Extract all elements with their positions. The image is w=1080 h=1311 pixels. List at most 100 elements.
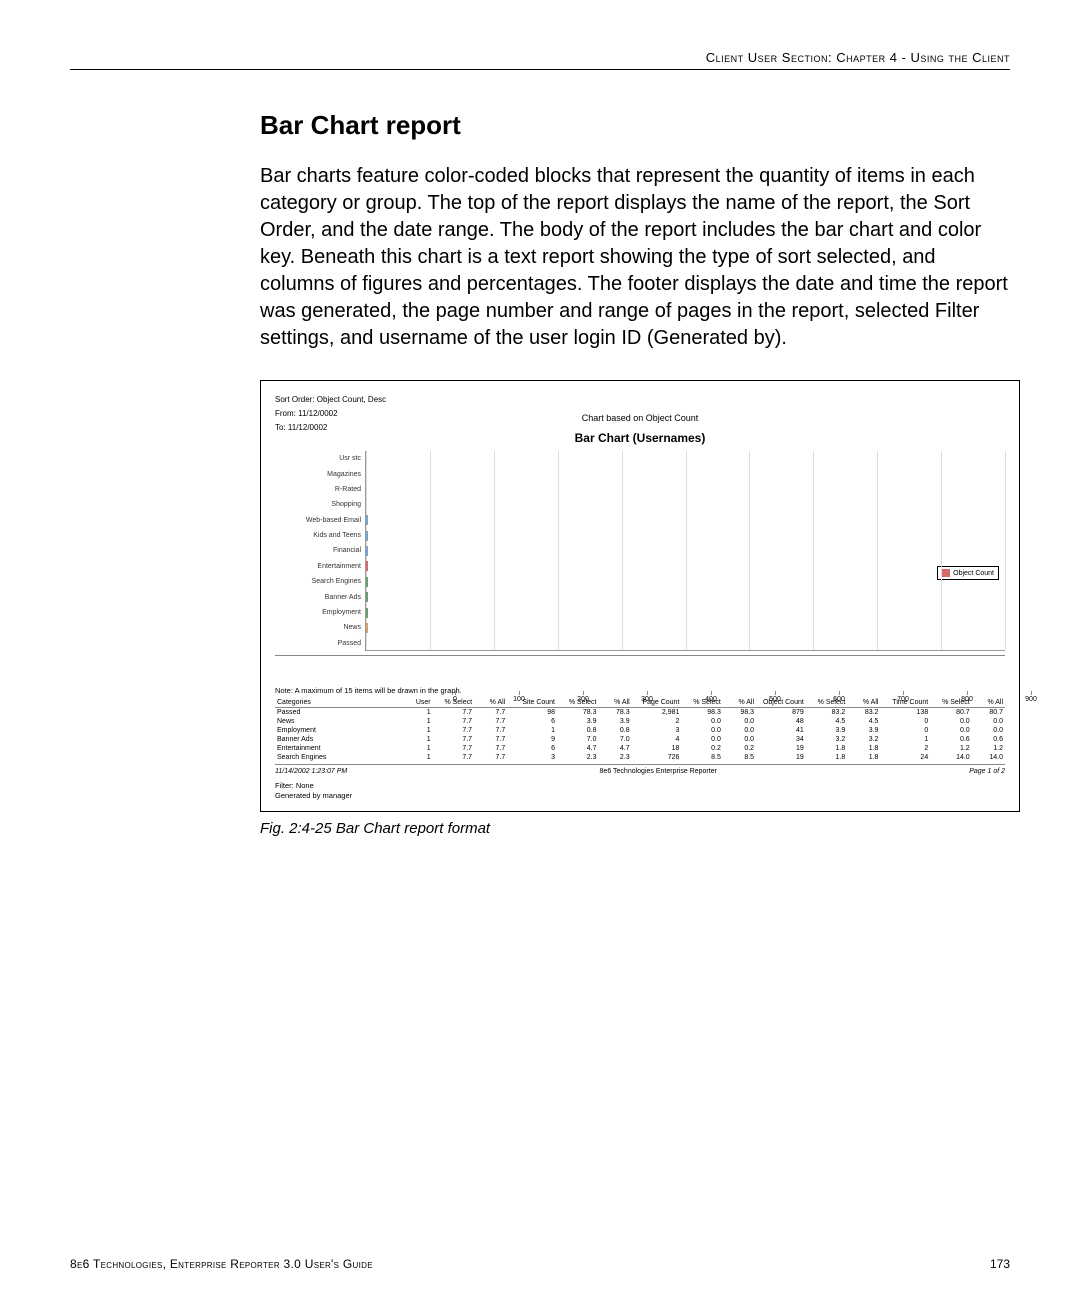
y-axis-label: Kids and Teens <box>275 528 361 543</box>
table-cell: Employment <box>275 726 391 735</box>
table-cell: 4.5 <box>806 717 847 726</box>
y-axis-label: Entertainment <box>275 559 361 574</box>
table-cell: 3.9 <box>557 717 598 726</box>
bar <box>366 592 368 602</box>
content-area: Bar Chart report Bar charts feature colo… <box>260 110 1010 837</box>
table-cell: 3.2 <box>847 735 880 744</box>
table-cell: 1 <box>391 744 432 753</box>
table-cell: 3.9 <box>847 726 880 735</box>
y-axis-label: Web-based Email <box>275 513 361 528</box>
x-tick-label: 100 <box>513 696 525 703</box>
x-tick <box>775 691 776 695</box>
figure-caption: Fig. 2:4-25 Bar Chart report format <box>260 820 1010 837</box>
table-cell: 1 <box>391 717 432 726</box>
x-tick-label: 700 <box>897 696 909 703</box>
table-cell: 0.0 <box>972 717 1005 726</box>
y-axis-labels: Usr stcMagazinesR-RatedShoppingWeb-based… <box>275 451 365 651</box>
table-cell: 3.9 <box>806 726 847 735</box>
table-cell: 3 <box>507 753 557 762</box>
bar <box>366 623 368 633</box>
table-cell: 1.2 <box>972 744 1005 753</box>
y-axis-label: Shopping <box>275 497 361 512</box>
x-tick-label: 400 <box>705 696 717 703</box>
table-cell: 0 <box>880 717 930 726</box>
table-body: Passed17.77.79878.378.32,98198.398.38798… <box>275 708 1005 763</box>
table-cell: 1.8 <box>847 753 880 762</box>
table-cell: 0.0 <box>681 735 722 744</box>
table-header-cell: User <box>391 698 432 708</box>
table-cell: 1 <box>880 735 930 744</box>
table-cell: 0.0 <box>930 726 971 735</box>
table-cell: 2.3 <box>598 753 631 762</box>
y-axis-label: Usr stc <box>275 451 361 466</box>
legend-label: Object Count <box>953 570 994 577</box>
table-cell: Banner Ads <box>275 735 391 744</box>
x-tick-label: 600 <box>833 696 845 703</box>
table-cell: 14.0 <box>930 753 971 762</box>
bar-row <box>366 531 368 541</box>
table-header-cell: Categories <box>275 698 391 708</box>
table-cell: News <box>275 717 391 726</box>
bar-row <box>366 608 368 618</box>
table-cell: 3 <box>632 726 682 735</box>
y-axis-label: Financial <box>275 543 361 558</box>
table-cell: 2 <box>632 717 682 726</box>
table-row: Search Engines17.77.732.32.37268.58.5191… <box>275 753 1005 762</box>
bar-row <box>366 577 368 587</box>
y-axis-label: Passed <box>275 636 361 651</box>
x-tick <box>647 691 648 695</box>
section-title: Bar Chart report <box>260 110 1010 141</box>
table-cell: 7.7 <box>433 735 474 744</box>
table-cell: 19 <box>756 744 806 753</box>
table-cell: 7.7 <box>474 717 507 726</box>
table-cell: 4.7 <box>557 744 598 753</box>
sort-order: Sort Order: Object Count, Desc <box>275 395 1005 405</box>
table-cell: 0 <box>880 726 930 735</box>
table-cell: Entertainment <box>275 744 391 753</box>
y-axis-label: News <box>275 620 361 635</box>
table-cell: 7.0 <box>557 735 598 744</box>
table-cell: 34 <box>756 735 806 744</box>
gridline <box>877 451 878 650</box>
table-cell: 1 <box>391 735 432 744</box>
table-cell: 0.0 <box>681 717 722 726</box>
table-cell: 7.7 <box>474 726 507 735</box>
header-text: Client User Section: Chapter 4 - Using t… <box>706 50 1010 65</box>
table-cell: 7.7 <box>433 717 474 726</box>
gridline <box>749 451 750 650</box>
table-cell: 18 <box>632 744 682 753</box>
table-cell: 8.5 <box>723 753 756 762</box>
plot-area: Object Count <box>365 451 1005 651</box>
table-row: News17.77.763.93.920.00.0484.54.500.00.0 <box>275 717 1005 726</box>
table-cell: 0.0 <box>723 717 756 726</box>
table-cell: 1 <box>391 726 432 735</box>
bar <box>366 546 368 556</box>
table-cell: 14.0 <box>972 753 1005 762</box>
figure-footer: 11/14/2002 1:23:07 PM 8e6 Technologies E… <box>275 764 1005 775</box>
gridline <box>494 451 495 650</box>
y-axis-label: Employment <box>275 605 361 620</box>
table-cell: 1.8 <box>806 753 847 762</box>
table-cell: 48 <box>756 717 806 726</box>
chart-subtitle: Chart based on Object Count <box>275 413 1005 423</box>
table-cell: 8.5 <box>681 753 722 762</box>
table-cell: 0.8 <box>557 726 598 735</box>
table-cell: 1 <box>391 753 432 762</box>
filter-label: Filter: None <box>275 781 1005 791</box>
y-axis-label: R-Rated <box>275 482 361 497</box>
bar <box>366 531 368 541</box>
x-tick-label: 300 <box>641 696 653 703</box>
table-cell: 7.7 <box>433 753 474 762</box>
bar <box>366 608 368 618</box>
table-cell: 4.7 <box>598 744 631 753</box>
figure-container: Sort Order: Object Count, Desc From: 11/… <box>260 380 1020 812</box>
table-cell: 0.0 <box>930 717 971 726</box>
table-cell: 7.7 <box>433 726 474 735</box>
bar-row <box>366 515 368 525</box>
x-tick <box>711 691 712 695</box>
footer-page-number: 173 <box>990 1257 1010 1271</box>
chart-legend: Object Count <box>937 566 999 580</box>
table-cell: 0.2 <box>681 744 722 753</box>
x-tick-label: 800 <box>961 696 973 703</box>
page-header: Client User Section: Chapter 4 - Using t… <box>70 50 1010 70</box>
